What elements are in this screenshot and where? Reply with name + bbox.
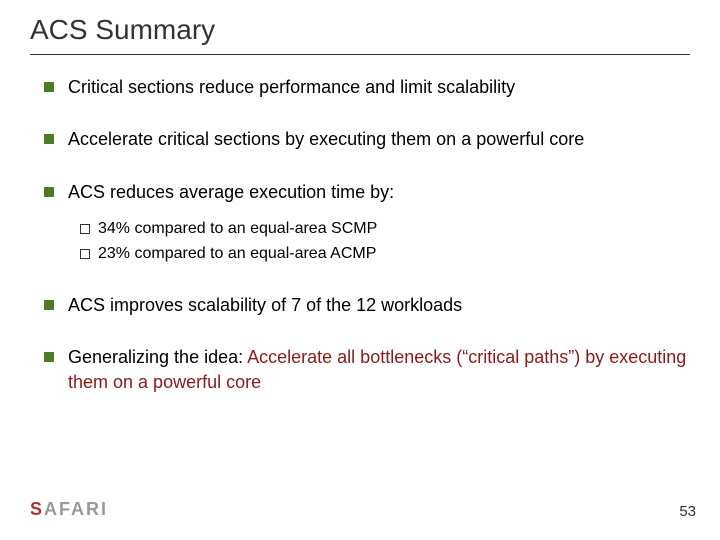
list-item-text: ACS reduces average execution time by: [68, 182, 394, 202]
list-item-text-pre: Generalizing the idea: [68, 347, 247, 367]
list-item: ACS reduces average execution time by: 3… [40, 180, 690, 265]
bullet-list: Critical sections reduce performance and… [40, 75, 690, 394]
slide-footer: SAFARI 53 [30, 499, 696, 520]
list-item: ACS improves scalability of 7 of the 12 … [40, 293, 690, 317]
page-number: 53 [679, 503, 696, 520]
list-item: 23% compared to an equal-area ACMP [68, 243, 690, 265]
list-item: Critical sections reduce performance and… [40, 75, 690, 99]
logo-accent: S [30, 499, 44, 519]
logo-rest: AFARI [44, 499, 108, 519]
safari-logo: SAFARI [30, 499, 108, 520]
sub-bullet-list: 34% compared to an equal-area SCMP 23% c… [68, 218, 690, 265]
slide: ACS Summary Critical sections reduce per… [0, 0, 720, 540]
slide-content: Critical sections reduce performance and… [30, 75, 690, 394]
list-item: 34% compared to an equal-area SCMP [68, 218, 690, 240]
list-item: Accelerate critical sections by executin… [40, 127, 690, 151]
list-item: Generalizing the idea: Accelerate all bo… [40, 345, 690, 394]
slide-title: ACS Summary [30, 10, 690, 55]
